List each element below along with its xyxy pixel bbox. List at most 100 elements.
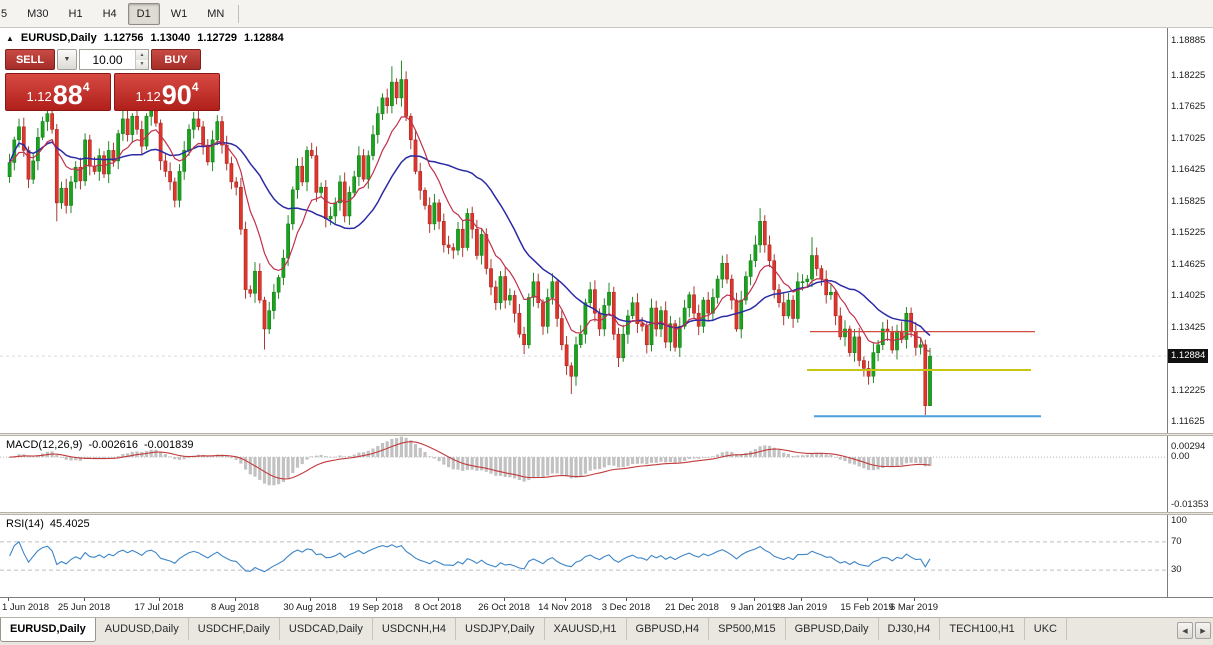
date-tick [438,598,439,601]
date-label: 1 Jun 2018 [2,602,50,613]
ohlc-high: 1.13040 [150,32,191,44]
collapse-trade-panel-icon[interactable]: ▲ [6,33,14,43]
date-tick [84,598,85,601]
buy-price-tile[interactable]: 1.12 90 4 [114,73,220,111]
chart-tabs: EURUSD,Daily AUDUSD,Daily USDCHF,Daily USDC… [0,618,1173,645]
date-label: 28 Jan 2019 [774,602,828,613]
buy-price-prefix: 1.12 [135,89,161,104]
rsi-canvas[interactable] [0,515,1166,597]
date-tick [914,598,915,601]
panel-splitter[interactable] [0,433,1213,436]
timeframe-5-button[interactable]: 5 [1,7,8,20]
tab-dj30-h4[interactable]: DJ30,H4 [879,618,941,640]
date-axis[interactable]: 1 Jun 2018 25 Jun 2018 17 Jul 2018 8 Aug 20… [0,597,1213,617]
timeframe-m30-button[interactable]: M30 [27,7,49,20]
rsi-value: 45.4025 [49,518,90,530]
timeframe-h4-button[interactable]: H4 [102,7,117,20]
macd-signal-value: -0.001839 [143,439,194,451]
volume-input[interactable] [80,50,135,69]
tab-tech100-h1[interactable]: TECH100,H1 [940,618,1025,640]
date-tick [692,598,693,601]
panel-splitter[interactable] [0,512,1213,515]
tab-scroll-left-button[interactable]: ◀ [1177,622,1193,639]
date-tick [754,598,755,601]
axis-label: 1.15825 [1171,195,1206,207]
tab-usdcnh-h4[interactable]: USDCNH,H4 [373,618,457,640]
price-chart-canvas[interactable] [0,28,1166,433]
date-tick [159,598,160,601]
date-tick [867,598,868,601]
timeframe-mn-button[interactable]: MN [207,7,225,20]
axis-label: 1.14025 [1171,290,1206,302]
ohlc-open: 1.12756 [103,32,144,44]
timeframe-h1-button[interactable]: H1 [68,7,83,20]
tab-usdcad-daily[interactable]: USDCAD,Daily [280,618,373,640]
macd-axis[interactable]: 0.00294 0.00 -0.01353 [1167,436,1213,512]
buy-price-sup: 4 [191,80,199,94]
current-price-tag: 1.12884 [1168,349,1209,364]
sell-price-big: 88 [52,80,83,111]
date-tick [626,598,627,601]
date-label: 15 Feb 2019 [840,602,894,613]
chart-tabbar: EURUSD,Daily AUDUSD,Daily USDCHF,Daily USDC… [0,617,1213,645]
axis-label: 0.00294 [1171,440,1206,452]
tab-sp500-m15[interactable]: SP500,M15 [709,618,786,640]
date-tick [504,598,505,601]
sell-price-prefix: 1.12 [26,89,52,104]
timeframe-d1-button[interactable]: D1 [127,2,160,25]
sell-price-sup: 4 [82,80,90,94]
chevron-down-icon: ▼ [63,56,71,63]
tab-audusd-daily[interactable]: AUDUSD,Daily [96,618,189,640]
date-label: 21 Dec 2018 [665,602,719,613]
timeframe-w1-button[interactable]: W1 [170,7,188,20]
date-label: 3 Dec 2018 [601,602,651,613]
date-tick [310,598,311,601]
tab-gbpusd-daily[interactable]: GBPUSD,Daily [786,618,879,640]
buy-button[interactable]: BUY [151,49,201,70]
tab-scroll-right-button[interactable]: ▶ [1195,622,1211,639]
date-label: 17 Jul 2018 [134,602,184,613]
tab-gbpusd-h4[interactable]: GBPUSD,H4 [627,618,710,640]
axis-label: 30 [1171,564,1182,576]
axis-label: 1.18885 [1171,34,1206,46]
axis-label: 1.17025 [1171,132,1206,144]
axis-label: -0.01353 [1171,498,1209,510]
rsi-label: RSI(14) 45.4025 [6,518,90,530]
macd-canvas[interactable] [0,436,1166,512]
volume-dropdown-button[interactable]: ▼ [57,49,77,70]
rsi-name: RSI(14) [6,518,44,530]
sell-price-tile[interactable]: 1.12 88 4 [5,73,111,111]
axis-label: 100 [1171,514,1187,526]
date-tick [801,598,802,601]
date-label: 6 Mar 2019 [889,602,939,613]
volume-spin-down-button[interactable]: ▼ [136,59,148,69]
axis-label: 1.17625 [1171,101,1206,113]
date-label: 25 Jun 2018 [57,602,111,613]
timeframe-toolbar: 5 M30 H1 H4 D1 W1 MN [0,0,1213,28]
tab-usdjpy-daily[interactable]: USDJPY,Daily [456,618,545,640]
date-tick [235,598,236,601]
rsi-axis[interactable]: 100 70 30 [1167,515,1213,597]
date-tick [8,598,9,601]
date-tick [565,598,566,601]
ohlc-close: 1.12884 [244,32,284,44]
chart-symbol-label: EURUSD,Daily [20,32,97,44]
axis-label: 1.18225 [1171,69,1206,81]
main-chart-panel: ▲ EURUSD,Daily 1.12756 1.13040 1.12729 1… [0,28,1213,433]
tab-ukc[interactable]: UKC [1025,618,1067,640]
axis-label: 1.15225 [1171,227,1206,239]
tab-xauusd-h1[interactable]: XAUUSD,H1 [545,618,627,640]
tab-usdchf-daily[interactable]: USDCHF,Daily [189,618,280,640]
one-click-trade-panel: SELL ▼ ▲ ▼ BUY 1.12 88 4 [5,49,223,111]
date-label: 9 Jan 2019 [730,602,778,613]
sell-button[interactable]: SELL [5,49,55,70]
volume-spin-up-button[interactable]: ▲ [136,50,148,60]
macd-panel: MACD(12,26,9) -0.002616 -0.001839 0.0029… [0,436,1213,512]
date-label: 8 Aug 2018 [210,602,260,613]
price-axis[interactable]: 1.18885 1.18225 1.17625 1.17025 1.16425 1.158… [1167,28,1213,433]
axis-label: 1.11625 [1171,416,1205,428]
macd-name: MACD(12,26,9) [6,439,83,451]
tab-eurusd-daily[interactable]: EURUSD,Daily [0,618,96,642]
axis-label: 1.16425 [1171,164,1206,176]
